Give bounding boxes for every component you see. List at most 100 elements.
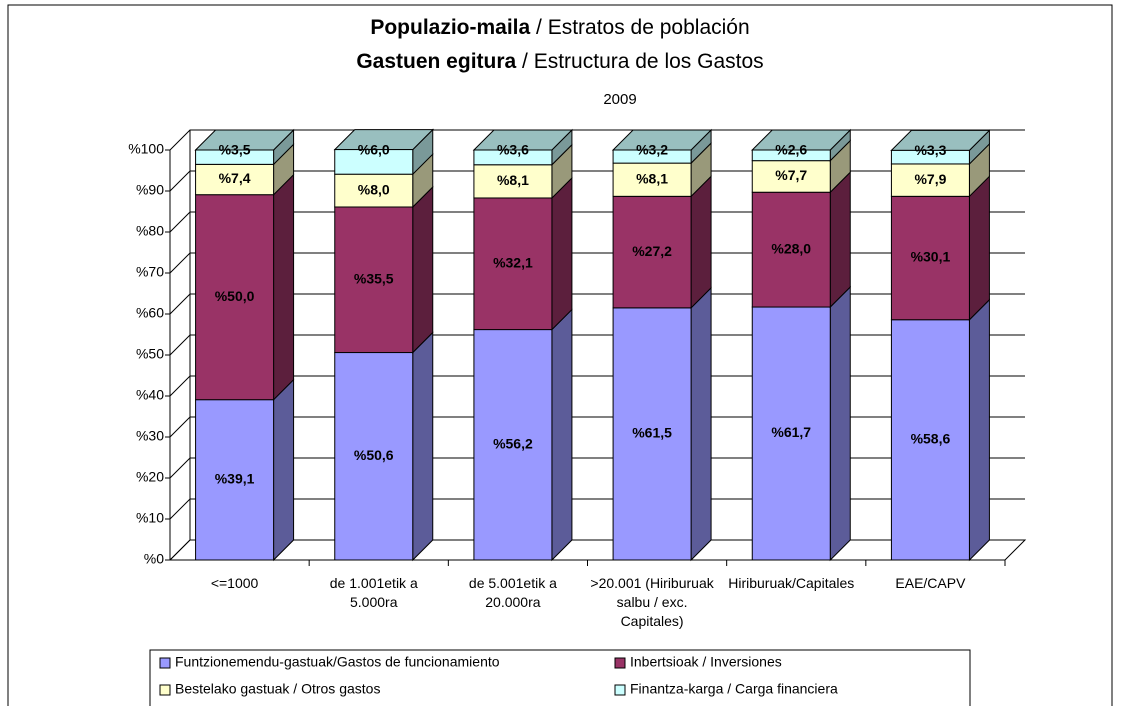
- grid-line: [169, 211, 1025, 233]
- value-label: %50,0: [215, 288, 255, 304]
- grid-line: [169, 539, 1025, 561]
- value-label: %58,6: [911, 431, 951, 447]
- title-bold: Populazio-maila: [370, 16, 530, 39]
- title-bold: Gastuen egitura: [356, 50, 516, 73]
- grid-line: [169, 170, 1025, 192]
- value-label: %3,2: [636, 142, 668, 158]
- value-label: %7,7: [775, 167, 807, 183]
- value-label: %32,1: [493, 254, 533, 270]
- legend-label: Funtzionemendu-gastuak/Gastos de funcion…: [175, 654, 500, 670]
- subtitle: 2009: [603, 91, 636, 108]
- x-tick-label-box: de 1.001etik a 5.000ra: [329, 575, 418, 610]
- grid-line: [169, 293, 1025, 315]
- bar-side: [968, 175, 990, 321]
- legend-swatch: [614, 684, 626, 696]
- bar-segment: [612, 195, 692, 309]
- value-label: %8,1: [497, 172, 529, 188]
- title-line: Populazio-maila / Estratos de población: [370, 16, 749, 39]
- bar-side: [273, 378, 295, 562]
- bar-side: [551, 176, 573, 331]
- bar-segment: [612, 149, 692, 164]
- title-line: Gastuen egitura / Estructura de los Gast…: [356, 50, 763, 73]
- value-label: %3,5: [219, 142, 251, 158]
- y-tick-label: %30: [136, 428, 164, 444]
- value-label: %30,1: [911, 249, 951, 265]
- x-tick-label-box: <=1000: [210, 575, 259, 591]
- y-tick-label: %80: [136, 223, 164, 239]
- y-tick-label: %60: [136, 305, 164, 321]
- x-tick-label: EAE/CAPV: [895, 575, 966, 591]
- bar-side: [690, 286, 712, 562]
- bar-side: [412, 185, 434, 354]
- bar-segment: [612, 307, 692, 561]
- bar-segment: [334, 149, 414, 175]
- legend-swatch: [159, 657, 171, 669]
- grid-line: [169, 334, 1025, 356]
- y-tick-label: %100: [128, 141, 164, 157]
- value-label: %35,5: [354, 270, 394, 286]
- value-label: %56,2: [493, 435, 533, 451]
- bar-segment: [890, 149, 970, 165]
- title-rest: / Estratos de población: [536, 16, 750, 39]
- x-tick-label: >20.001 (Hiriburuak salbu / exc. Capital…: [590, 575, 714, 629]
- bar-segment: [334, 173, 414, 208]
- bar-side: [551, 308, 573, 562]
- x-tick-label-box: EAE/CAPV: [895, 575, 966, 591]
- legend-box: [149, 649, 971, 706]
- y-tick-label: %20: [136, 469, 164, 485]
- value-label: %8,1: [636, 170, 668, 186]
- bar-segment: [195, 163, 275, 196]
- y-tick-label: %40: [136, 387, 164, 403]
- value-label: %7,4: [219, 170, 251, 186]
- bar-segment: [890, 163, 970, 197]
- legend-swatch: [614, 657, 626, 669]
- bar-side: [690, 175, 712, 310]
- y-tick-label: %0: [144, 551, 164, 567]
- x-tick-label-box: >20.001 (Hiriburuak salbu / exc. Capital…: [590, 575, 714, 629]
- bar-side: [412, 331, 434, 562]
- grid-line: [169, 252, 1025, 274]
- bar-segment: [334, 206, 414, 354]
- bar-segment: [890, 319, 970, 561]
- value-label: %3,6: [497, 142, 529, 158]
- value-label: %61,5: [632, 425, 672, 441]
- bar-segment: [751, 160, 831, 193]
- grid-line: [169, 457, 1025, 479]
- value-label: %61,7: [771, 424, 811, 440]
- legend-label: Bestelako gastuak / Otros gastos: [175, 681, 380, 697]
- value-label: %27,2: [632, 243, 672, 259]
- value-label: %7,9: [914, 171, 946, 187]
- bar-segment: [473, 329, 553, 561]
- legend-label: Finantza-karga / Carga financiera: [630, 681, 838, 697]
- grid-line: [169, 416, 1025, 438]
- legend-swatch: [159, 684, 171, 696]
- x-tick-label-box: Hiriburuak/Capitales: [728, 575, 855, 591]
- value-label: %39,1: [215, 471, 255, 487]
- value-label: %3,3: [914, 142, 946, 158]
- bar-side: [829, 171, 851, 309]
- x-tick-label-box: de 5.001etik a 20.000ra: [468, 575, 557, 610]
- y-tick-label: %50: [136, 346, 164, 362]
- bar-segment: [473, 197, 553, 331]
- y-tick-label: %10: [136, 510, 164, 526]
- grid-line: [169, 129, 1025, 151]
- bar-segment: [473, 164, 553, 199]
- bar-segment: [890, 195, 970, 321]
- y-tick-label: %90: [136, 182, 164, 198]
- bar-segment: [195, 149, 275, 165]
- value-label: %2,6: [775, 142, 807, 158]
- value-label: %8,0: [358, 181, 390, 197]
- bar-side: [273, 173, 295, 401]
- x-tick-label: <=1000: [210, 575, 259, 591]
- legend-label: Inbertsioak / Inversiones: [630, 654, 782, 670]
- grid-line: [169, 375, 1025, 397]
- value-label: %6,0: [358, 141, 390, 157]
- value-label: %50,6: [354, 447, 394, 463]
- x-tick-label: de 1.001etik a 5.000ra: [329, 575, 418, 610]
- x-tick-label: Hiriburuak/Capitales: [728, 575, 855, 591]
- x-tick-label: de 5.001etik a 20.000ra: [468, 575, 557, 610]
- bar-side: [829, 285, 851, 562]
- value-label: %28,0: [771, 240, 811, 256]
- bar-segment: [195, 194, 275, 401]
